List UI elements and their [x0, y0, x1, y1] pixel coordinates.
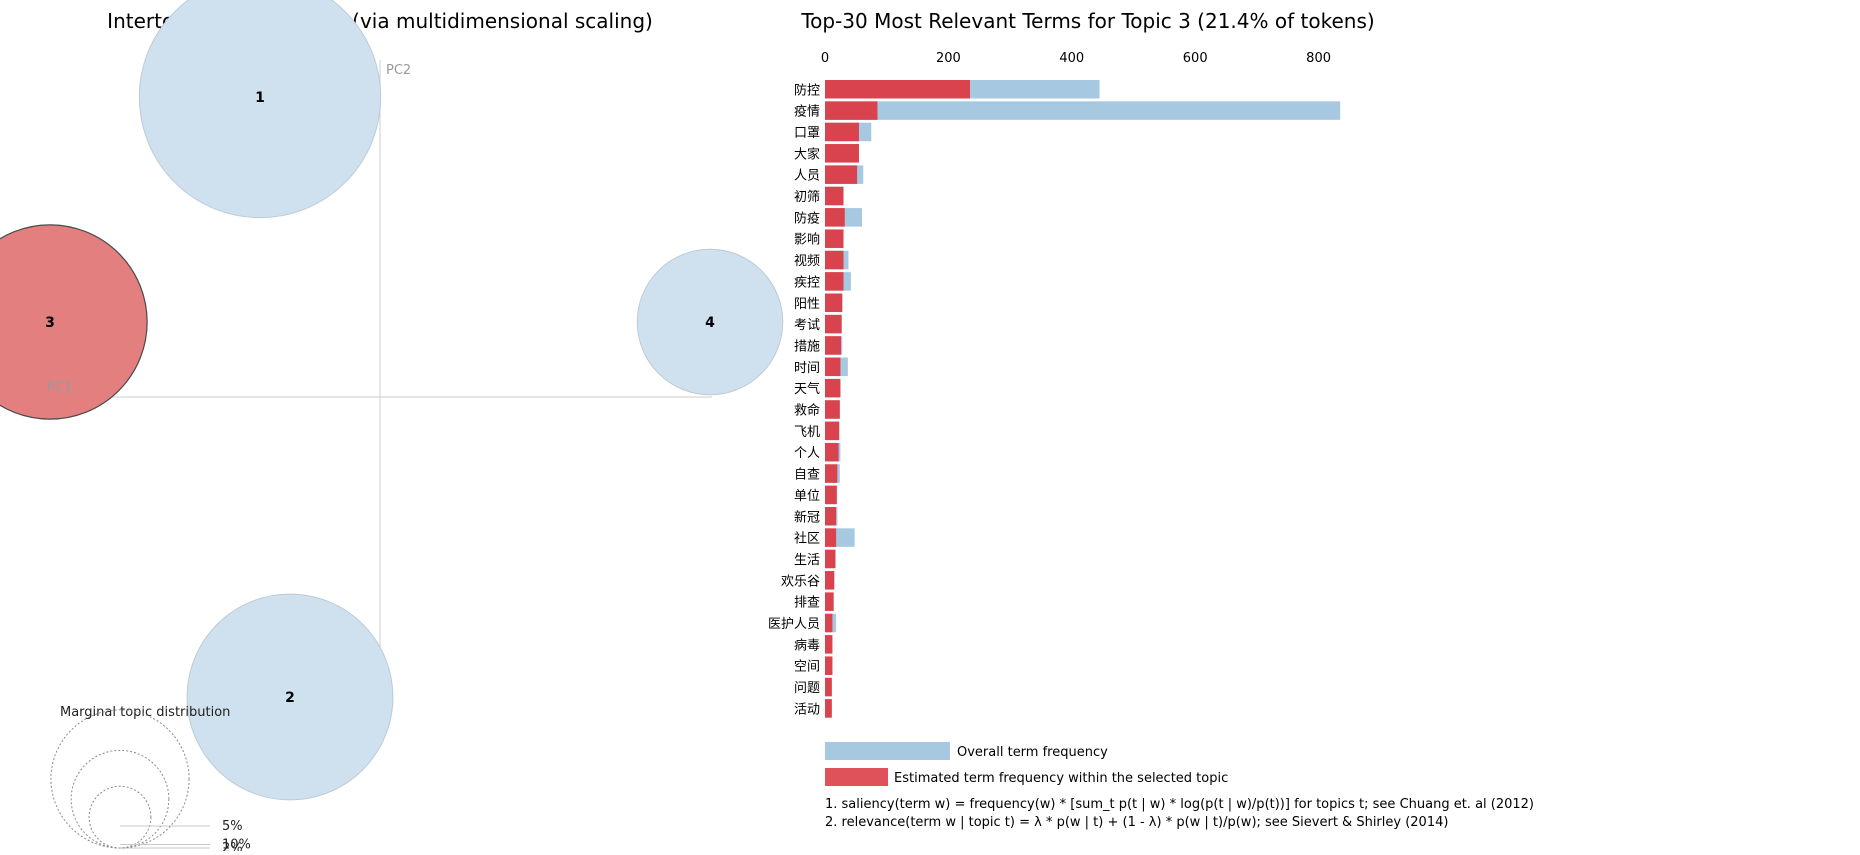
legend-circle-3	[50, 709, 190, 849]
term-label-5[interactable]: 人员	[794, 169, 820, 184]
topic-bar-2	[825, 101, 878, 120]
term-label-20[interactable]: 单位	[794, 489, 820, 504]
topic-bar-15	[825, 378, 841, 398]
topic-circle-3[interactable]	[0, 224, 148, 420]
x-tick-label-200: 200	[936, 51, 961, 66]
topic-bar-29	[825, 677, 832, 697]
topic-bar-9	[825, 250, 844, 270]
topic-label-1: 1	[255, 90, 265, 106]
term-label-2[interactable]: 疫情	[794, 104, 820, 120]
term-label-13[interactable]: 措施	[794, 339, 820, 354]
saliency-footnote: 1. saliency(term w) = frequency(w) * [su…	[825, 797, 1534, 812]
overall-frequency-swatch	[825, 742, 950, 760]
topic-label-2: 2	[285, 690, 295, 706]
topic-bar-28	[825, 656, 833, 675]
marginal-legend: 2%5%10%	[50, 709, 251, 855]
legend-circle-2	[70, 749, 170, 849]
topic-frequency-legend-label: Estimated term frequency within the sele…	[894, 771, 1228, 786]
legend-label-2: 5%	[222, 819, 243, 834]
topic-bar-4	[825, 144, 859, 163]
term-label-27[interactable]: 病毒	[794, 638, 820, 653]
term-label-4[interactable]: 大家	[794, 146, 820, 162]
term-label-10[interactable]: 疾控	[794, 275, 820, 290]
term-label-14[interactable]: 时间	[794, 361, 820, 376]
topic-bar-8	[825, 229, 844, 248]
topic-bar-13	[825, 336, 842, 355]
term-label-1[interactable]: 防控	[794, 82, 820, 98]
topic-bar-12	[825, 314, 842, 334]
pc1-axis-label: PC1	[47, 380, 72, 395]
topic-circle-2[interactable]	[186, 593, 394, 801]
term-label-6[interactable]: 初筛	[794, 190, 820, 205]
topic-bar-27	[825, 635, 833, 654]
term-label-16[interactable]: 救命	[794, 403, 820, 419]
term-label-12[interactable]: 考试	[794, 318, 820, 333]
x-tick-label-600: 600	[1183, 51, 1208, 66]
term-bars: 防控疫情口罩大家人员初筛防疫影响视频疾控阳性考试措施时间天气救命飞机个人自查单位…	[768, 80, 1341, 718]
topic-bar-16	[825, 400, 840, 419]
pc2-axis-label: PC2	[386, 63, 411, 78]
topic-frequency-swatch	[825, 768, 888, 786]
topic-bar-21	[825, 507, 837, 526]
bar-x-axis: 0 200 400 600 800	[821, 51, 1331, 66]
term-label-24[interactable]: 欢乐谷	[781, 574, 820, 589]
topic-circle-1[interactable]	[138, 0, 382, 219]
x-tick-label-800: 800	[1306, 51, 1331, 66]
topic-label-4: 4	[705, 315, 715, 331]
topic-bar-19	[825, 464, 838, 483]
topic-bar-10	[825, 272, 844, 291]
topic-bar-20	[825, 485, 837, 505]
topic-bar-7	[825, 208, 845, 227]
topic-bar-26	[825, 613, 833, 633]
terms-chart-title: Top-30 Most Relevant Terms for Topic 3 (…	[800, 9, 1374, 33]
topic-bar-25	[825, 592, 834, 611]
topic-circles: 1 2 3 4	[0, 0, 784, 801]
topic-bar-24	[825, 571, 835, 590]
topic-bar-23	[825, 549, 836, 569]
term-label-25[interactable]: 排查	[794, 596, 820, 611]
legend-label-3: 10%	[222, 838, 251, 851]
term-label-23[interactable]: 生活	[794, 553, 820, 568]
topic-bar-11	[825, 293, 843, 312]
x-tick-label-400: 400	[1059, 51, 1084, 66]
topic-bar-3	[825, 122, 859, 142]
topic-bar-6	[825, 186, 844, 206]
legend-circle-1	[88, 785, 152, 849]
x-tick-label-0: 0	[821, 51, 829, 66]
topic-bar-22	[825, 528, 837, 547]
term-label-7[interactable]: 防疫	[794, 210, 820, 226]
term-label-17[interactable]: 飞机	[794, 425, 820, 440]
topic-bar-5	[825, 165, 858, 184]
term-label-9[interactable]: 视频	[794, 254, 820, 269]
term-label-8[interactable]: 影响	[794, 232, 820, 248]
term-label-18[interactable]: 个人	[794, 446, 820, 461]
topic-bar-14	[825, 357, 841, 377]
topic-bar-1	[825, 80, 970, 99]
marginal-legend-title: Marginal topic distribution	[60, 705, 230, 720]
term-label-29[interactable]: 问题	[794, 681, 820, 696]
topic-circle-4[interactable]	[636, 248, 784, 396]
topic-bar-30	[825, 699, 832, 718]
term-label-11[interactable]: 阳性	[794, 297, 820, 312]
topic-bar-18	[825, 442, 839, 462]
term-label-22[interactable]: 社区	[794, 531, 820, 547]
overall-bar-2	[825, 101, 1341, 120]
term-label-21[interactable]: 新冠	[794, 509, 820, 525]
term-label-15[interactable]: 天气	[794, 381, 820, 397]
topic-label-3: 3	[45, 315, 55, 331]
term-label-19[interactable]: 自查	[794, 468, 820, 483]
term-label-28[interactable]: 空间	[794, 660, 820, 675]
relevance-footnote: 2. relevance(term w | topic t) = λ * p(w…	[825, 815, 1448, 830]
term-label-26[interactable]: 医护人员	[768, 617, 820, 632]
overall-frequency-legend-label: Overall term frequency	[957, 745, 1108, 760]
term-label-3[interactable]: 口罩	[794, 126, 820, 141]
term-label-30[interactable]: 活动	[794, 702, 820, 717]
topic-bar-17	[825, 421, 840, 441]
